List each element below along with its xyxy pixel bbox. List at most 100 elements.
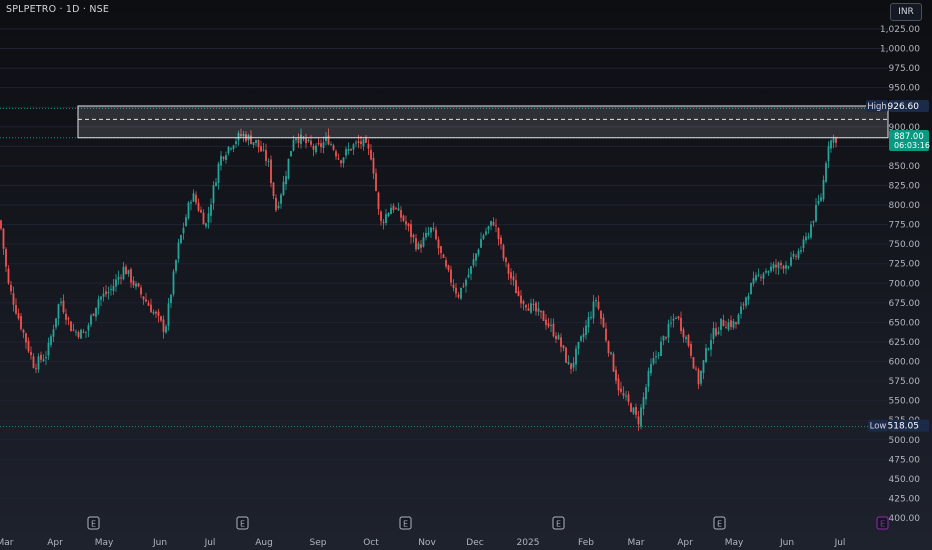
x-tick-label: Mar: [0, 538, 14, 548]
x-tick-label: Jul: [204, 538, 216, 548]
candle-body: [735, 322, 737, 325]
resistance-zone[interactable]: [77, 105, 889, 139]
candle-body: [270, 159, 272, 184]
candle-body: [627, 394, 630, 402]
candle-body: [300, 134, 302, 144]
y-tick-label: 950.00: [889, 84, 921, 94]
last-price-value: 887.00: [894, 132, 924, 142]
x-tick-label: Sep: [310, 538, 327, 548]
candle-body: [232, 145, 235, 150]
candle-body: [40, 354, 42, 360]
candle-body: [792, 253, 795, 257]
candle-body: [582, 333, 585, 338]
candle-body: [390, 207, 392, 215]
candle-body: [337, 158, 340, 160]
currency-button[interactable]: INR: [890, 3, 922, 21]
low-value-text: 518.05: [888, 422, 920, 432]
candle-body: [577, 341, 580, 349]
candle-body: [400, 210, 402, 218]
candle-body: [687, 335, 690, 346]
candle-body: [695, 368, 697, 370]
candle-body: [722, 320, 725, 327]
candle-body: [712, 328, 715, 339]
candle-body: [365, 137, 367, 143]
y-tick-label: 625.00: [889, 338, 921, 348]
candle-body: [117, 276, 120, 280]
candle-body: [655, 356, 657, 358]
candle-body: [415, 238, 417, 250]
earnings-event-marker[interactable]: E: [552, 516, 565, 530]
candle-body: [255, 139, 257, 144]
candle-body: [832, 138, 835, 143]
candle-body: [87, 325, 90, 331]
candle-body: [165, 326, 167, 333]
earnings-event-marker[interactable]: E: [876, 516, 889, 530]
candle-body: [757, 274, 760, 276]
candle-body: [652, 358, 655, 364]
high-value-tag: [889, 99, 929, 112]
candle-body: [662, 335, 665, 341]
candle-body: [375, 173, 377, 191]
candle-body: [732, 321, 735, 328]
candle-body: [450, 269, 452, 283]
candle-body: [20, 316, 22, 330]
candle-body: [367, 143, 370, 149]
candle-body: [835, 137, 837, 143]
candle-body: [705, 348, 707, 362]
candle-body: [307, 139, 310, 142]
candle-body: [492, 222, 495, 226]
earnings-event-marker[interactable]: E: [399, 516, 412, 530]
candle-body: [85, 331, 87, 333]
candle-body: [595, 299, 597, 302]
candle-body: [537, 308, 540, 312]
candle-body: [282, 181, 285, 196]
y-tick-label: 700.00: [889, 279, 921, 289]
candle-body: [105, 291, 107, 295]
candle-body: [752, 278, 755, 284]
earnings-event-marker[interactable]: E: [713, 516, 726, 530]
candle-body: [825, 163, 827, 182]
candle-body: [380, 211, 382, 222]
candle-body: [100, 296, 102, 300]
x-tick-label: Nov: [418, 538, 436, 548]
candle-body: [800, 250, 802, 252]
chart-title: SPLPETRO · 1D · NSE: [6, 4, 110, 15]
candle-body: [542, 310, 545, 321]
candle-body: [632, 407, 635, 414]
y-tick-label: 400.00: [889, 514, 921, 524]
candle-body: [727, 322, 730, 330]
candle-body: [122, 266, 125, 280]
candle-body: [260, 146, 262, 152]
candle-body: [50, 336, 52, 345]
candle-body: [237, 133, 240, 141]
candle-body: [422, 237, 425, 247]
candle-body: [512, 276, 515, 281]
candle-body: [37, 356, 40, 370]
candle-body: [315, 145, 317, 153]
candle-body: [212, 185, 215, 204]
candle-body: [427, 232, 430, 235]
candle-body: [112, 285, 115, 291]
candle-body: [342, 157, 345, 164]
earnings-event-marker[interactable]: E: [236, 516, 249, 530]
candle-body: [827, 146, 830, 162]
candle-body: [182, 227, 185, 234]
earnings-event-marker[interactable]: E: [87, 516, 100, 530]
candle-body: [677, 316, 680, 319]
candle-body: [120, 277, 122, 279]
high-value-text: 926.60: [888, 102, 920, 112]
candle-body: [267, 160, 270, 162]
candle-body: [605, 328, 607, 341]
candle-body: [15, 305, 17, 314]
candle-body: [795, 255, 797, 257]
candle-body: [500, 237, 502, 244]
candle-body: [77, 332, 80, 337]
candle-body: [670, 322, 672, 324]
candle-body: [682, 329, 685, 338]
candle-body: [642, 397, 645, 409]
candle-body: [222, 156, 225, 159]
candle-body: [507, 264, 510, 274]
y-tick-label: 975.00: [889, 64, 921, 74]
candle-body: [532, 303, 535, 305]
